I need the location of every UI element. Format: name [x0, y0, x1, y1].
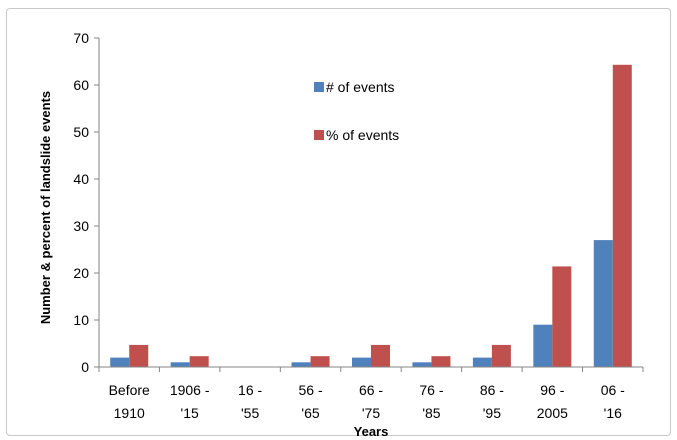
- bar-events-count: [472, 357, 492, 367]
- bar-events-percent: [129, 344, 149, 367]
- bar-events-percent: [371, 344, 390, 367]
- legend-swatch: [314, 130, 324, 140]
- bars: [110, 64, 632, 367]
- x-tick-label: 76 -: [419, 382, 443, 398]
- x-tick-label: 2005: [537, 405, 568, 421]
- bar-events-count: [352, 357, 371, 367]
- y-tick-label: 70: [73, 30, 89, 46]
- bar-events-percent: [189, 356, 209, 367]
- x-tick-label: '65: [301, 405, 319, 421]
- x-tick-label: '15: [181, 405, 199, 421]
- x-tick-label: 16 -: [238, 382, 262, 398]
- x-tick-label: '95: [483, 405, 501, 421]
- bar-events-count: [291, 362, 311, 367]
- bar-events-count: [593, 240, 613, 367]
- x-axis-ticks: Before 1910 1906 - '15 16 - '55 56 - '65 66 - '75…: [98, 367, 644, 421]
- x-tick-label: 96 -: [540, 382, 564, 398]
- x-tick-label: Before: [109, 382, 150, 398]
- legend: # of events % of events: [314, 79, 399, 143]
- y-tick-label: 30: [73, 218, 89, 234]
- y-axis-title: Number & percent of landslide events: [38, 91, 53, 324]
- x-tick-label: '16: [604, 405, 622, 421]
- x-tick-label: 66 -: [359, 382, 383, 398]
- x-tick-label: 1906 -: [170, 382, 210, 398]
- bar-events-percent: [491, 344, 511, 367]
- x-axis-title: Years: [354, 424, 389, 439]
- bar-events-percent: [612, 64, 632, 367]
- legend-label: # of events: [326, 79, 395, 95]
- bar-events-percent: [552, 266, 572, 367]
- bar-events-count: [170, 362, 190, 367]
- y-tick-label: 50: [73, 124, 89, 140]
- legend-swatch: [314, 82, 324, 92]
- y-axis-ticks: 0 10 20 30 40 50 60 70: [73, 30, 99, 375]
- y-tick-label: 60: [73, 77, 89, 93]
- x-tick-label: '75: [362, 405, 380, 421]
- y-tick-label: 40: [73, 171, 89, 187]
- x-tick-label: 1910: [114, 405, 145, 421]
- bar-events-count: [533, 324, 553, 367]
- x-tick-label: '85: [422, 405, 440, 421]
- bar-events-percent: [431, 356, 451, 367]
- x-tick-label: 86 -: [480, 382, 504, 398]
- legend-label: % of events: [326, 127, 399, 143]
- y-tick-label: 20: [73, 265, 89, 281]
- x-tick-label: 56 -: [298, 382, 322, 398]
- bar-events-count: [110, 357, 130, 367]
- bar-events-percent: [310, 356, 330, 367]
- x-tick-label: '55: [241, 405, 259, 421]
- y-tick-label: 0: [81, 359, 89, 375]
- x-tick-label: 06 -: [601, 382, 625, 398]
- y-tick-label: 10: [73, 312, 89, 328]
- bar-events-count: [412, 362, 432, 367]
